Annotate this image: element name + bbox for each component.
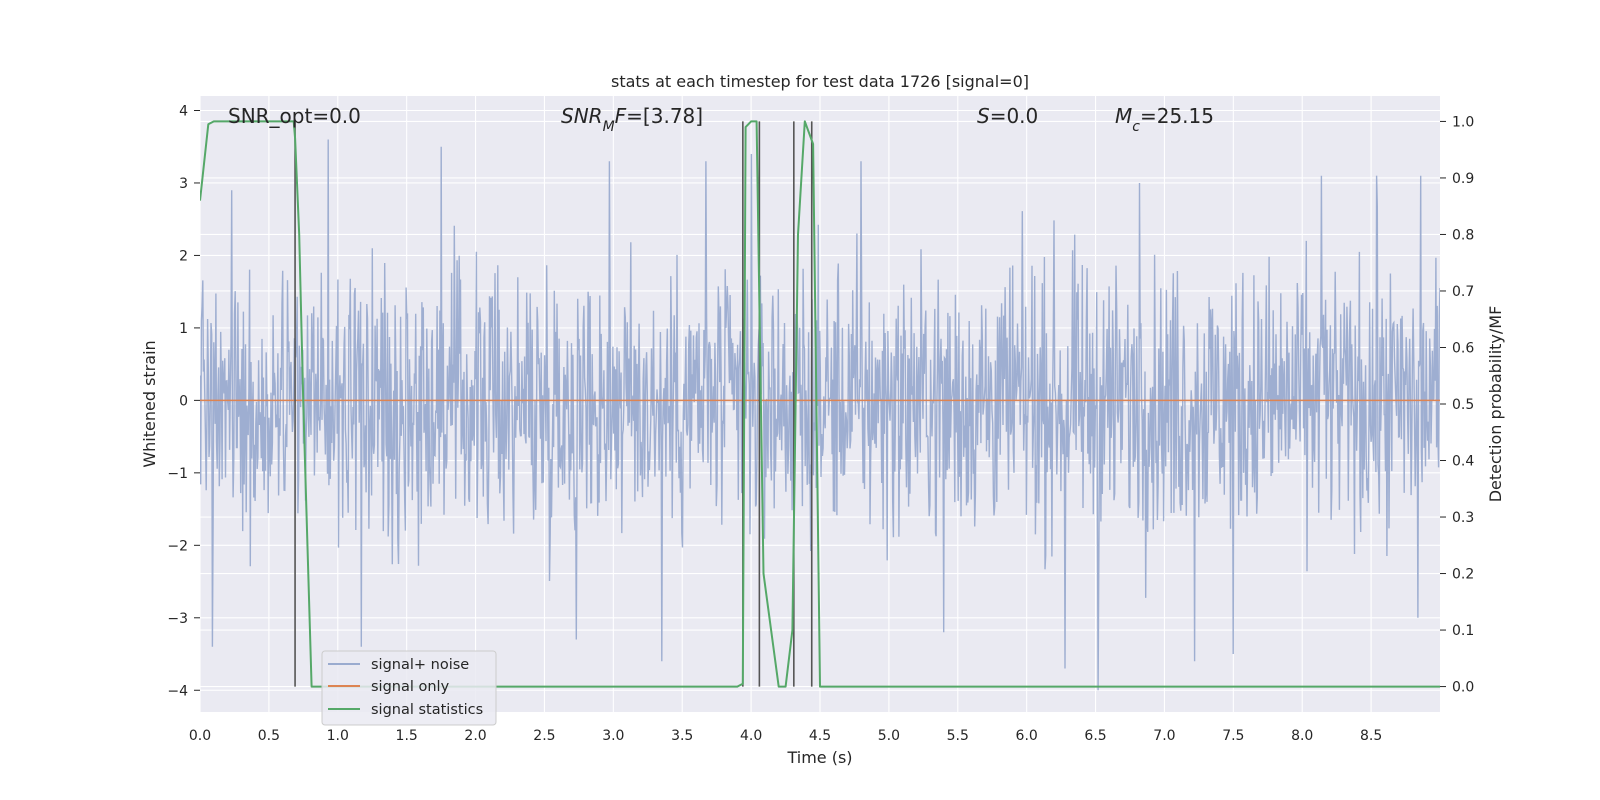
y2-tick-label: 0.7: [1452, 284, 1474, 300]
y-tick-label: 3: [179, 176, 188, 192]
y2-axis-label: Detection probability/MF: [1486, 306, 1505, 503]
x-tick-label: 7.0: [1153, 728, 1175, 744]
y-tick-label: −3: [167, 611, 188, 627]
x-axis-label: Time (s): [786, 748, 852, 767]
y-tick-label: −2: [167, 538, 188, 554]
series-signal-statistics: [200, 120, 1440, 688]
x-tick-label: 2.5: [533, 728, 555, 744]
y-tick-label: 4: [179, 103, 188, 119]
legend-label-signal-only: signal only: [371, 679, 450, 695]
y-axis-ticks: 4 3 2 1 0 −1 −2 −3 −4: [167, 103, 200, 699]
x-tick-label: 2.0: [464, 728, 486, 744]
y2-tick-label: 0.2: [1452, 567, 1474, 583]
y2-tick-label: 0.1: [1452, 623, 1474, 639]
x-tick-label: 3.5: [671, 728, 693, 744]
y2-tick-label: 0.9: [1452, 171, 1474, 187]
x-tick-label: 3.0: [602, 728, 624, 744]
y2-tick-label: 0.6: [1452, 340, 1474, 356]
y-tick-label: 1: [179, 321, 188, 337]
x-tick-label: 1.5: [396, 728, 418, 744]
x-tick-label: 0.5: [258, 728, 280, 744]
y-tick-label: −4: [167, 683, 188, 699]
x-tick-label: 4.5: [809, 728, 831, 744]
x-tick-label: 1.0: [327, 728, 349, 744]
x-tick-label: 8.5: [1360, 728, 1382, 744]
y-tick-label: 2: [179, 248, 188, 264]
y2-tick-label: 0.5: [1452, 397, 1474, 413]
x-tick-label: 8.0: [1291, 728, 1313, 744]
y-tick-label: −1: [167, 466, 188, 482]
y2-axis-ticks: 1.0 0.9 0.8 0.7 0.6 0.5 0.4 0.3 0.2 0.1 0.0: [1440, 114, 1474, 696]
x-tick-label: 7.5: [1222, 728, 1244, 744]
noise-trace: [200, 139, 1440, 691]
annotation-snr-mf: SNRMF=[3.78]: [561, 104, 703, 135]
legend-label-signal-noise: signal+ noise: [371, 657, 469, 673]
x-tick-label: 6.0: [1016, 728, 1038, 744]
chart-title: stats at each timestep for test data 172…: [611, 72, 1029, 91]
annotation-snr-opt: SNR_opt=0.0: [228, 104, 361, 128]
legend-box: [321, 650, 497, 726]
series-signal-noise: [200, 139, 1440, 691]
x-tick-label: 4.0: [740, 728, 762, 744]
x-tick-label: 0.0: [189, 728, 211, 744]
legend-label-signal-statistics: signal statistics: [371, 702, 483, 718]
annotation-s: S=0.0: [977, 104, 1038, 128]
y2-tick-label: 0.3: [1452, 510, 1474, 526]
x-tick-label: 5.5: [947, 728, 969, 744]
y-axis-label: Whitened strain: [140, 340, 159, 467]
x-tick-label: 6.5: [1084, 728, 1106, 744]
y-tick-label: 0: [179, 393, 188, 409]
y2-tick-label: 0.8: [1452, 227, 1474, 243]
annotation-mc: Mc=25.15: [1115, 104, 1214, 135]
legend: signal+ noise signal only signal statist…: [321, 650, 497, 726]
y2-tick-label: 1.0: [1452, 114, 1474, 130]
x-axis-ticks: 0.0 0.5 1.0 1.5 2.0 2.5 3.0 3.5 4.0 4.5 5.0 5.5 6.0 6…: [189, 728, 1382, 744]
y2-tick-label: 0.0: [1452, 680, 1474, 696]
y2-tick-label: 0.4: [1452, 454, 1474, 470]
detection-markers: [294, 121, 813, 687]
x-tick-label: 5.0: [878, 728, 900, 744]
